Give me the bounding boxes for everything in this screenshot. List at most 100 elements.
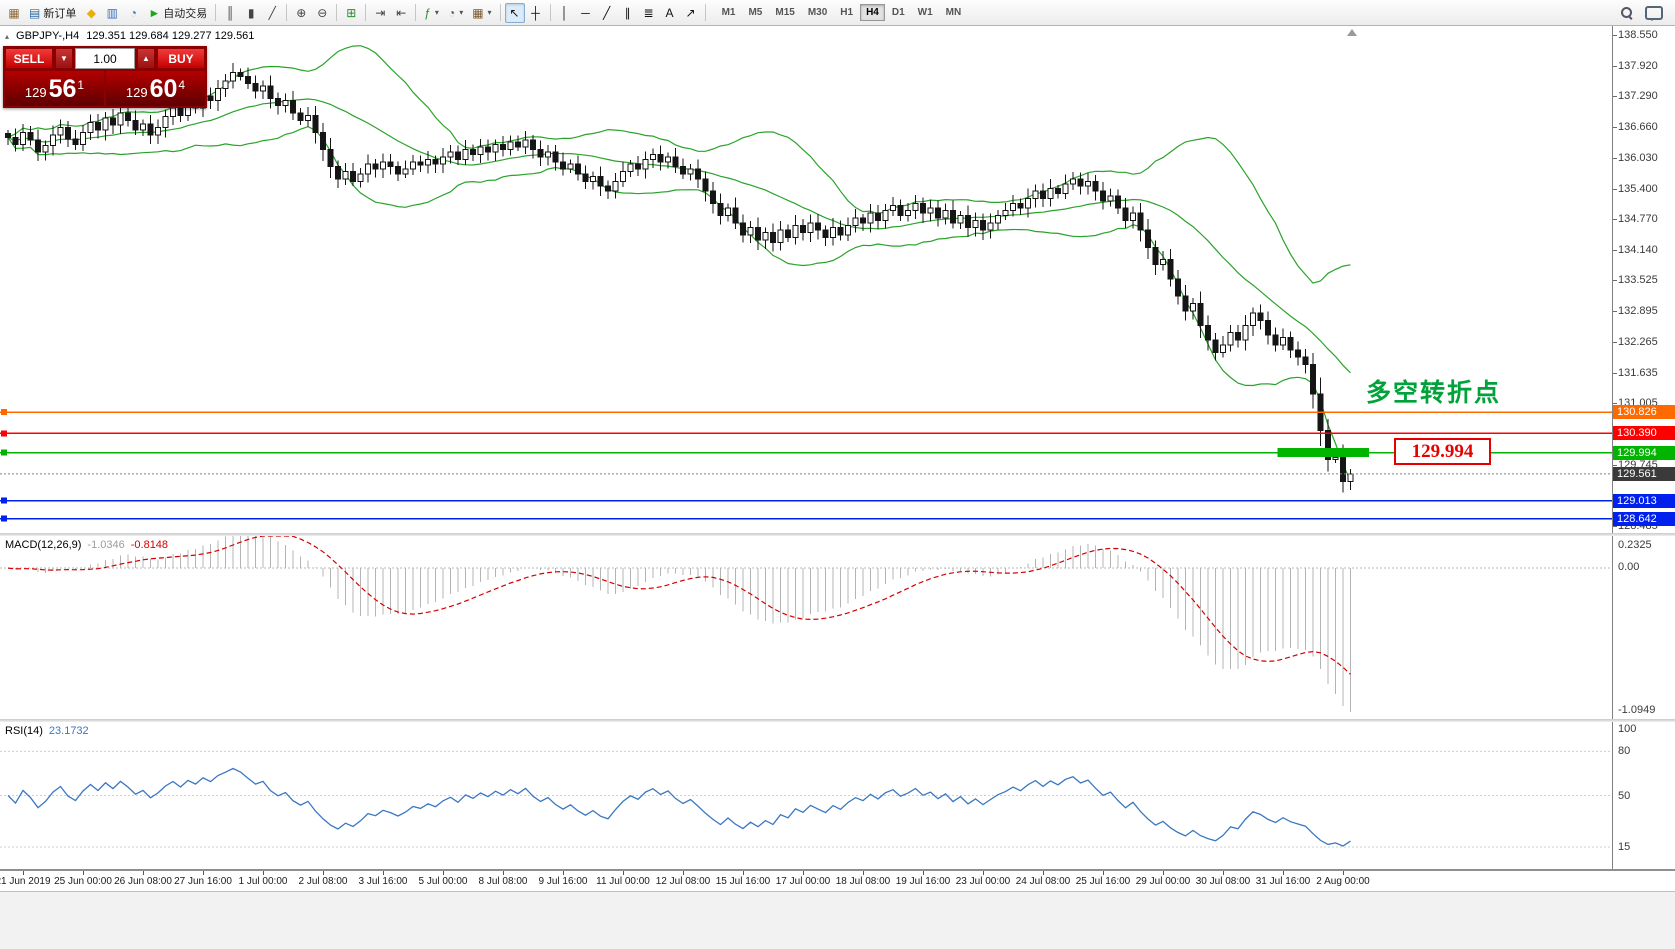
crosshair-button[interactable]: ┼: [526, 3, 546, 23]
rsi-name: RSI(14): [5, 725, 43, 737]
horizontal-line-icon: ─: [581, 5, 590, 20]
templates-dropdown-icon[interactable]: ▾: [487, 8, 492, 17]
time-axis-mark: [323, 871, 324, 875]
hline-anchor[interactable]: [1, 430, 7, 437]
sell-button[interactable]: SELL: [5, 48, 53, 69]
chart-plot[interactable]: [0, 26, 1612, 533]
time-axis-label: 19 Jul 16:00: [895, 876, 951, 887]
macd-plot[interactable]: [0, 536, 1612, 719]
sell-price-big: 56: [48, 75, 77, 103]
collapse-icon[interactable]: ▴: [5, 31, 10, 41]
templates-button[interactable]: ▦ ▾: [468, 3, 495, 23]
sounds-icon: ◔: [129, 5, 137, 20]
channel-button[interactable]: ∥: [618, 3, 638, 23]
chevron-up-icon: ▲: [142, 54, 150, 63]
timeframe-M5[interactable]: M5: [748, 7, 763, 18]
price-chart-panel: ▴ GBPJPY-,H4 129.351 129.684 129.277 129…: [0, 26, 1675, 533]
zoom-in-button[interactable]: ⊕: [291, 3, 311, 23]
rsi-plot[interactable]: [0, 722, 1612, 869]
auto-scroll-button[interactable]: ⇥: [370, 3, 390, 23]
time-axis-mark: [83, 871, 84, 875]
zoom-out-button[interactable]: ⊖: [312, 3, 332, 23]
hline-anchor[interactable]: [1, 497, 7, 504]
new-order-label: 新订单: [43, 7, 77, 20]
timeframe-M30[interactable]: M30: [807, 7, 828, 18]
autotrading-button[interactable]: ► 自动交易: [144, 3, 211, 23]
price-axis-mark: [1613, 280, 1617, 282]
timeframe-D1[interactable]: D1: [891, 7, 905, 18]
time-axis-mark: [683, 871, 684, 875]
bar-chart-icon: ║: [225, 5, 235, 20]
time-axis[interactable]: 21 Jun 2019 25 Jun 00:00 26 Jun 08:00 27 Ju…: [0, 871, 1675, 891]
trade-prices-row: 129 56 1 129 60 4: [5, 71, 205, 106]
timeframe-H1[interactable]: H1: [840, 7, 854, 18]
chart-shift-marker[interactable]: [1347, 29, 1357, 36]
time-axis-mark: [803, 871, 804, 875]
buy-price-button[interactable]: 129 60 4: [106, 71, 205, 106]
cursor-button[interactable]: ↖: [504, 2, 525, 23]
chat-button[interactable]: [1641, 3, 1667, 23]
fibonacci-button[interactable]: ≣: [639, 3, 659, 23]
favorites-button[interactable]: ◆: [81, 3, 101, 23]
tile-windows-icon: ⊞: [346, 5, 357, 20]
level-lines[interactable]: [0, 409, 1612, 522]
line-chart-button[interactable]: ╱: [262, 3, 282, 23]
sounds-button[interactable]: ◔: [123, 3, 143, 23]
macd-histogram: [15, 536, 1351, 713]
templates-icon: ▦: [472, 5, 484, 20]
tile-windows-button[interactable]: ⊞: [341, 3, 361, 23]
volume-up-button[interactable]: ▲: [137, 48, 155, 69]
time-axis-mark: [743, 871, 744, 875]
time-axis-mark: [1043, 871, 1044, 875]
new-order-button[interactable]: ▤ 新订单: [25, 3, 80, 23]
macd-signal-line: [7, 536, 1351, 675]
rsi-axis-label: 50: [1618, 789, 1631, 802]
timeframe-H4[interactable]: H4: [860, 4, 885, 21]
search-button[interactable]: [1616, 3, 1637, 23]
volume-dropdown-button[interactable]: ▼: [55, 48, 73, 69]
market-watch-button[interactable]: ▥: [102, 3, 122, 23]
highlight-segment[interactable]: [1277, 448, 1369, 458]
chart-header: ▴ GBPJPY-,H4 129.351 129.684 129.277 129…: [5, 30, 254, 42]
autotrading-label: 自动交易: [163, 7, 208, 20]
time-axis-mark: [1163, 871, 1164, 875]
indicators-dropdown-icon[interactable]: ▾: [434, 8, 439, 17]
timeframe-M1[interactable]: M1: [721, 7, 736, 18]
time-axis-label: 12 Jul 08:00: [655, 876, 711, 887]
bar-chart-button[interactable]: ║: [220, 3, 240, 23]
time-axis-mark: [23, 871, 24, 875]
timeframe-MN[interactable]: MN: [945, 7, 962, 18]
time-axis-mark: [1223, 871, 1224, 875]
time-axis-mark: [983, 871, 984, 875]
indicators-button[interactable]: ƒ ▾: [420, 3, 443, 23]
crosshair-icon: ┼: [531, 5, 540, 20]
panel-splitter[interactable]: [0, 719, 1675, 722]
hline-anchor[interactable]: [1, 515, 7, 522]
hline-anchor[interactable]: [1, 449, 7, 456]
timeframe-W1[interactable]: W1: [917, 7, 933, 18]
line-chart-icon: ╱: [268, 5, 276, 20]
new-chart-button[interactable]: ▦: [4, 3, 24, 23]
time-axis-label: 29 Jul 00:00: [1135, 876, 1191, 887]
horizontal-line-button[interactable]: ─: [576, 3, 596, 23]
panel-splitter[interactable]: [0, 533, 1675, 536]
candlesticks: [5, 62, 1354, 493]
sell-price-button[interactable]: 129 56 1: [5, 71, 104, 106]
volume-input[interactable]: [75, 48, 135, 69]
price-axis-mark: [1613, 372, 1617, 374]
candle-chart-button[interactable]: ▮: [241, 3, 261, 23]
time-axis-label: 23 Jul 00:00: [955, 876, 1011, 887]
chart-shift-button[interactable]: ⇤: [391, 3, 411, 23]
trendline-button[interactable]: ╱: [597, 3, 617, 23]
turning-point-annotation[interactable]: 多空转折点: [1366, 379, 1502, 407]
timeframe-M15[interactable]: M15: [775, 7, 795, 18]
hline-anchor[interactable]: [1, 409, 7, 416]
periods-dropdown-icon[interactable]: ▾: [459, 8, 464, 17]
text-button[interactable]: A: [660, 3, 680, 23]
vertical-line-button[interactable]: │: [555, 3, 575, 23]
buy-button[interactable]: BUY: [157, 48, 205, 69]
arrows-button[interactable]: ↗: [681, 3, 701, 23]
rsi-axis-label: 100: [1618, 723, 1637, 735]
price-callout-box[interactable]: 129.994: [1394, 438, 1491, 465]
periods-button[interactable]: ◔ ▾: [444, 3, 467, 23]
